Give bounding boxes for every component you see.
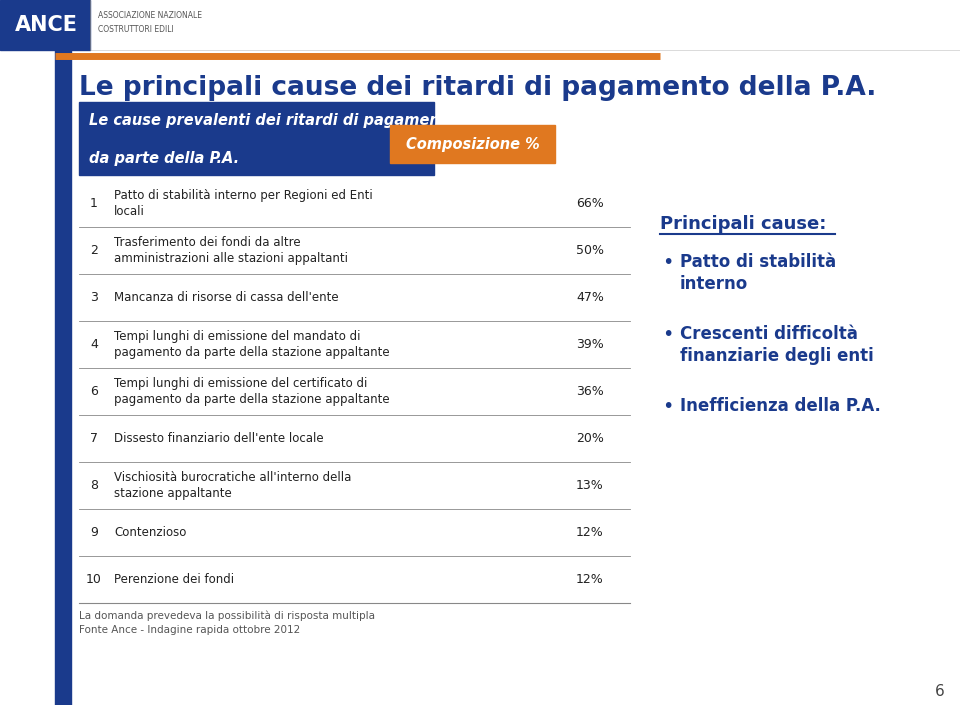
Text: Tempi lunghi di emissione del certificato di
pagamento da parte della stazione a: Tempi lunghi di emissione del certificat… — [114, 377, 390, 406]
Text: Perenzione dei fondi: Perenzione dei fondi — [114, 573, 234, 586]
Text: 10: 10 — [86, 573, 102, 586]
Text: 3: 3 — [90, 291, 98, 304]
Text: ASSOCIAZIONE NAZIONALE: ASSOCIAZIONE NAZIONALE — [98, 11, 202, 20]
Text: •: • — [662, 325, 673, 344]
Text: COSTRUTTORI EDILI: COSTRUTTORI EDILI — [98, 25, 174, 35]
Text: 20%: 20% — [576, 432, 604, 445]
Text: 7: 7 — [90, 432, 98, 445]
Text: •: • — [662, 253, 673, 272]
Text: 12%: 12% — [576, 573, 604, 586]
Bar — [55, 50, 71, 705]
Text: Patto di stabilità
interno: Patto di stabilità interno — [680, 253, 836, 293]
Text: 50%: 50% — [576, 244, 604, 257]
Text: Vischiosità burocratiche all'interno della
stazione appaltante: Vischiosità burocratiche all'interno del… — [114, 471, 351, 500]
Text: Fonte Ance - Indagine rapida ottobre 2012: Fonte Ance - Indagine rapida ottobre 201… — [79, 625, 300, 635]
Text: Principali cause:: Principali cause: — [660, 215, 827, 233]
Bar — [0, 0, 960, 50]
Bar — [390, 125, 555, 163]
Text: 2: 2 — [90, 244, 98, 257]
Text: Composizione %: Composizione % — [406, 137, 540, 152]
Text: 12%: 12% — [576, 526, 604, 539]
Text: 8: 8 — [90, 479, 98, 492]
Text: Patto di stabilità interno per Regioni ed Enti
locali: Patto di stabilità interno per Regioni e… — [114, 189, 372, 218]
Text: ANCE: ANCE — [14, 15, 78, 35]
Text: 6: 6 — [935, 684, 945, 699]
Text: Le cause prevalenti dei ritardi di pagamento: Le cause prevalenti dei ritardi di pagam… — [89, 113, 457, 128]
Text: La domanda prevedeva la possibilità di risposta multipla: La domanda prevedeva la possibilità di r… — [79, 611, 375, 621]
Text: 66%: 66% — [576, 197, 604, 210]
Text: Le principali cause dei ritardi di pagamento della P.A.: Le principali cause dei ritardi di pagam… — [79, 75, 876, 101]
Text: 1: 1 — [90, 197, 98, 210]
Text: 9: 9 — [90, 526, 98, 539]
Text: 6: 6 — [90, 385, 98, 398]
Text: Crescenti difficoltà
finanziarie degli enti: Crescenti difficoltà finanziarie degli e… — [680, 325, 874, 365]
Text: da parte della P.A.: da parte della P.A. — [89, 152, 239, 166]
Text: Mancanza di risorse di cassa dell'ente: Mancanza di risorse di cassa dell'ente — [114, 291, 339, 304]
Text: 13%: 13% — [576, 479, 604, 492]
Text: Trasferimento dei fondi da altre
amministrazioni alle stazioni appaltanti: Trasferimento dei fondi da altre amminis… — [114, 236, 348, 265]
Text: 4: 4 — [90, 338, 98, 351]
Text: Inefficienza della P.A.: Inefficienza della P.A. — [680, 397, 881, 415]
Text: Contenzioso: Contenzioso — [114, 526, 186, 539]
Text: 36%: 36% — [576, 385, 604, 398]
Text: Tempi lunghi di emissione del mandato di
pagamento da parte della stazione appal: Tempi lunghi di emissione del mandato di… — [114, 330, 390, 359]
Text: Dissesto finanziario dell'ente locale: Dissesto finanziario dell'ente locale — [114, 432, 324, 445]
Bar — [0, 0, 90, 50]
Text: 47%: 47% — [576, 291, 604, 304]
Bar — [79, 102, 434, 175]
Text: •: • — [662, 397, 673, 416]
Text: 39%: 39% — [576, 338, 604, 351]
